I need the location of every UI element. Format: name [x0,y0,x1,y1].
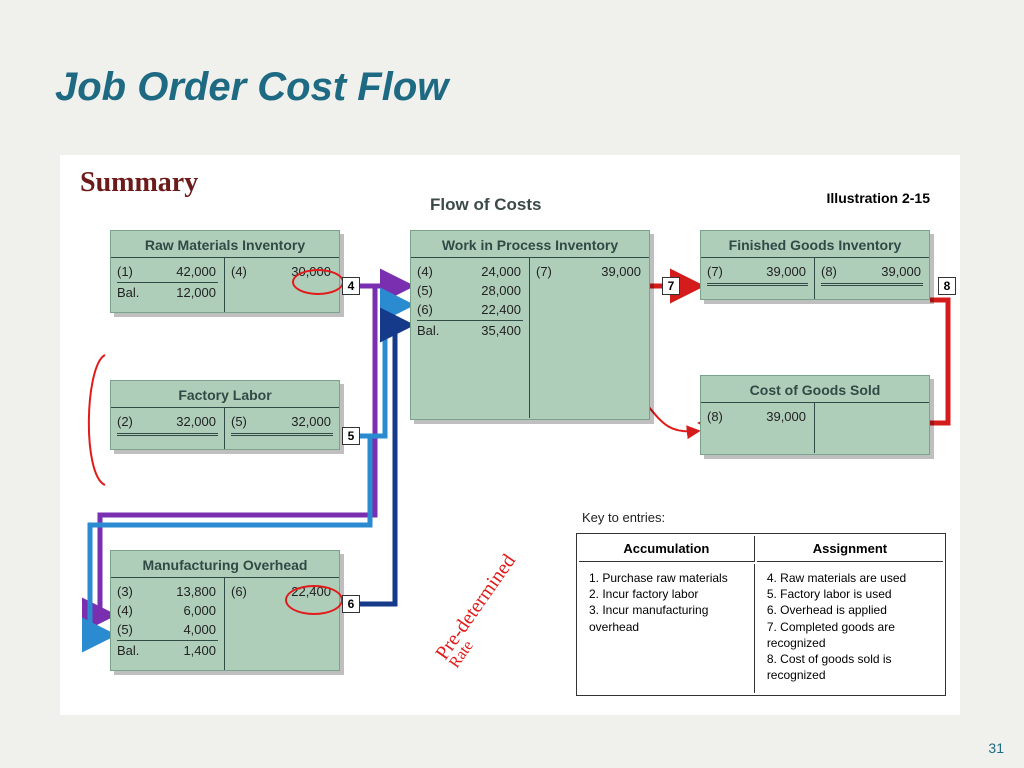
key-col-header: Assignment [757,536,943,562]
balance-ref: Bal. [417,323,449,338]
t-account-factory-labor: Factory Labor (2)32,000 (5)32,000 [110,380,340,450]
entry-ref: (7) [536,264,568,279]
entry-ref: (6) [417,302,449,317]
t-account-header: Finished Goods Inventory [701,231,929,258]
key-col-header: Accumulation [579,536,755,562]
entry-amount: 32,000 [263,414,333,429]
diagram-panel: Summary Flow of Costs Illustration 2-15 [60,155,960,715]
balance-amount: 1,400 [149,643,218,658]
entry-amount: 6,000 [149,603,218,618]
entry-amount: 39,000 [739,264,808,279]
entry-amount: 42,000 [149,264,218,279]
entry-ref: (5) [117,622,149,637]
page-title: Job Order Cost Flow [55,65,448,110]
entry-ref: (6) [231,584,263,599]
key-item: 7. Completed goods are recognized [767,619,933,651]
key-item: 2. Incur factory labor [589,586,744,602]
step-badge-5: 5 [342,427,360,445]
balance-amount: 35,400 [449,323,523,338]
entry-amount: 32,000 [149,414,218,429]
key-col-accumulation: 1. Purchase raw materials 2. Incur facto… [579,564,755,693]
illustration-label: Illustration 2-15 [827,190,930,206]
t-account-header: Manufacturing Overhead [111,551,339,578]
balance-ref: Bal. [117,285,149,300]
entry-ref: (1) [117,264,149,279]
key-item: 3. Incur manufacturing overhead [589,602,744,634]
t-account-header: Cost of Goods Sold [701,376,929,403]
entry-ref: (3) [117,584,149,599]
key-item: 4. Raw materials are used [767,570,933,586]
entry-ref: (2) [117,414,149,429]
entry-amount: 24,000 [449,264,523,279]
key-item: 5. Factory labor is used [767,586,933,602]
entry-ref: (8) [707,409,739,424]
t-account-header: Raw Materials Inventory [111,231,339,258]
entry-ref: (4) [417,264,449,279]
t-account-header: Factory Labor [111,381,339,408]
entry-amount: 22,400 [449,302,523,317]
diagram-title: Flow of Costs [430,195,541,215]
key-item: 6. Overhead is applied [767,602,933,618]
step-badge-8: 8 [938,277,956,295]
entry-amount: 28,000 [449,283,523,298]
step-badge-7: 7 [662,277,680,295]
step-badge-6: 6 [342,595,360,613]
key-item: 8. Cost of goods sold is recognized [767,651,933,683]
key-table: Accumulation Assignment 1. Purchase raw … [576,533,946,696]
t-account-finished-goods: Finished Goods Inventory (7)39,000 (8)39… [700,230,930,300]
t-account-cogs: Cost of Goods Sold (8)39,000 [700,375,930,455]
entry-ref: (7) [707,264,739,279]
subheading: Summary [60,155,960,199]
key-item: 1. Purchase raw materials [589,570,744,586]
entry-amount: 4,000 [149,622,218,637]
entry-amount: 39,000 [739,409,808,424]
entry-ref: (8) [821,264,853,279]
balance-ref: Bal. [117,643,149,658]
t-account-wip: Work in Process Inventory (4)24,000 (5)2… [410,230,650,420]
entry-ref: (5) [231,414,263,429]
handwritten-annotation: Pre-determined Rate [433,551,530,671]
annotation-circle [292,269,344,295]
step-badge-4: 4 [342,277,360,295]
entry-ref: (4) [231,264,263,279]
page-number: 31 [988,740,1004,756]
balance-amount: 12,000 [149,285,218,300]
entry-amount: 39,000 [568,264,643,279]
entry-amount: 13,800 [149,584,218,599]
entry-ref: (4) [117,603,149,618]
t-account-header: Work in Process Inventory [411,231,649,258]
annotation-circle [285,585,343,615]
entry-ref: (5) [417,283,449,298]
key-caption: Key to entries: [582,510,665,525]
entry-amount: 39,000 [853,264,923,279]
key-col-assignment: 4. Raw materials are used 5. Factory lab… [757,564,943,693]
